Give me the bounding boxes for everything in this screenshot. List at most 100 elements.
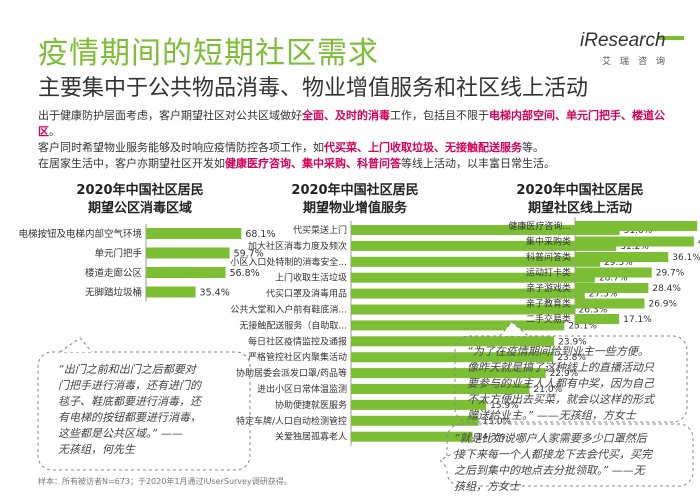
category-label: 代买菜送上门 — [293, 224, 347, 236]
category-label: 集中采购类 — [526, 236, 571, 248]
category-label: 单元门把手 — [94, 248, 142, 260]
quote-line: “为了在疫情期间给到业主一些方便。 — [467, 345, 649, 358]
intro-text-segment: 客户同时希望物业服务能够及时响应疫情防控各项工作，如 — [38, 141, 324, 154]
category-label: 无脚踏垃圾桶 — [85, 287, 142, 299]
category-label: 亲子游戏类 — [526, 282, 571, 294]
intro-highlight: 健康医疗咨询、集中采购、科普问答 — [225, 157, 401, 170]
bar — [146, 247, 230, 259]
bar-chart-0: 电梯按钮及电梯内部空气环境 68.1% 单元门把手 59.7% 楼道走廊公区 56.8% 无… — [18, 224, 276, 302]
bar — [351, 368, 546, 379]
bar — [351, 256, 601, 267]
value-label: 27.5% — [589, 290, 618, 300]
value-label: 28.7% — [599, 274, 628, 284]
intro-text-segment: 等线上活动，以丰富日常生活。 — [401, 157, 555, 170]
bar — [575, 267, 652, 278]
bar — [575, 298, 645, 309]
quote-line: 赠送给业主。” ——无孩组，方女士 — [467, 409, 636, 422]
value-label: 23.8% — [557, 353, 586, 363]
bar — [351, 431, 473, 442]
category-label: 运动打卡类 — [526, 267, 571, 279]
value-label: 22.9% — [550, 369, 579, 379]
bar — [575, 252, 669, 262]
quote-bubble-tail — [499, 321, 529, 337]
chart-title-property-services: 2020年中国社区居民 期望物业增值服务 — [245, 182, 465, 218]
value-label: 15.9% — [490, 401, 519, 411]
category-label: 科普问答类 — [526, 251, 571, 263]
chart-title-line: 期望社区线上活动 — [527, 201, 632, 216]
chart-title-disinfection: 2020年中国社区居民 期望公区消毒区域 — [40, 182, 240, 218]
quote-line: 有电梯的按钮都要进行消毒， — [58, 411, 201, 424]
bar — [351, 320, 565, 331]
value-label: 29.3% — [604, 258, 633, 268]
chart-title-line: 期望公区消毒区域 — [87, 201, 192, 216]
page-subtitle: 主要集中于公共物品消毒、物业增值服务和社区线上活动 — [38, 76, 589, 101]
value-label: 26.3% — [579, 306, 608, 316]
value-label: 14.3% — [477, 433, 506, 443]
intro-text-segment: 工作，包括且不限于 — [390, 109, 489, 122]
iresearch-logo: iResearch 艾瑞咨询 — [580, 30, 690, 70]
category-label: 加大社区消毒力度及频次 — [248, 240, 347, 252]
quote-line: 接下来每一个人都接龙下去会代买，买完 — [454, 448, 652, 461]
quote-bubble — [454, 335, 688, 423]
bar — [351, 225, 620, 235]
chart-title-online-activities: 2020年中国社区居民 期望社区线上活动 — [475, 182, 685, 218]
category-label: 楼道走廊公区 — [85, 267, 143, 279]
value-label: 29.7% — [656, 269, 685, 279]
value-label: 46.0% — [698, 238, 700, 248]
quote-line: 像昨天就是搞了这种线上的直播活动只 — [467, 361, 654, 374]
value-label: 35.4% — [200, 288, 230, 299]
category-label: 每日社区疫情监控及通报 — [248, 335, 347, 347]
quote-line: “就是比如说哪户人家需要多少口罩然后 — [454, 432, 647, 445]
intro-highlight: 电梯内部空间、单元门把手、楼道公区 — [38, 109, 665, 138]
category-label: 小区入口处特制的消毒安全... — [230, 256, 347, 268]
value-label: 31.2% — [620, 242, 649, 252]
quote-left: “出门之前和出门之后都要对 门把手进行消毒，还有进门的 毯子、鞋底都要进行消毒，还有… — [58, 362, 236, 458]
bar — [146, 228, 242, 239]
value-label: 36.1% — [672, 253, 700, 263]
intro-highlight: 代买菜、上门收取垃圾、无接触配送服务 — [324, 141, 522, 154]
logo-bar — [658, 36, 684, 40]
intro-text-segment: 。 — [49, 125, 60, 138]
category-label: 严格管控社区内聚集活动 — [248, 351, 347, 363]
bar — [575, 314, 620, 324]
value-label: 17.1% — [623, 315, 652, 325]
intro-line-2: 客户同时希望物业服务能够及时响应疫情防控各项工作，如代买菜、上门收取垃圾、无接触… — [38, 140, 678, 156]
bar-chart-2: 健康医疗咨询...47.3%集中采购类46.0%科普问答类36.1%运动打卡类2… — [508, 217, 700, 328]
category-label: 亲子教育类 — [526, 298, 571, 310]
category-label: 上门收取生活垃圾 — [275, 272, 347, 284]
bar — [146, 267, 226, 278]
quote-bubble — [446, 423, 694, 487]
category-label: 公共大堂和入户前有鞋底消... — [230, 304, 347, 316]
chart-title-line: 期望物业增值服务 — [302, 201, 407, 216]
category-label: 进出小区日常体温监测 — [257, 383, 347, 395]
bar — [351, 272, 595, 283]
intro-line-3: 在居家生活中，客户亦期望社区开发如健康医疗咨询、集中采购、科普问答等线上活动，以… — [38, 156, 678, 172]
quote-line: 要参与的业主人人都有中奖，因为自己 — [467, 377, 654, 390]
quote-right-top: “为了在疫情期间给到业主一些方便。 像昨天就是搞了这种线上的直播活动只 要参与的业主… — [467, 344, 682, 424]
category-label: 协助便捷就医服务 — [275, 399, 347, 411]
quote-bubble — [37, 351, 251, 471]
logo-main-text: iResearch — [580, 30, 666, 51]
bar — [351, 288, 585, 299]
category-label: 电梯按钮及电梯内部空气环境 — [18, 228, 142, 240]
category-label: 关爱独居孤寡老人 — [275, 431, 347, 443]
value-label: 28.4% — [652, 284, 681, 294]
bar — [575, 283, 649, 293]
logo-sub-text: 艾瑞咨询 — [602, 57, 675, 67]
bar-chart-1: 代买菜送上门31.6%加大社区消毒力度及频次31.2%小区入口处特制的消毒安全.… — [230, 221, 653, 446]
bar — [351, 336, 555, 347]
value-label: 68.1% — [245, 229, 275, 240]
intro-text-segment: 在居家生活中，客户亦期望社区开发如 — [38, 157, 225, 170]
value-label: 21.0% — [534, 385, 563, 395]
category-label: 协助居委会派发口罩/药品等 — [236, 367, 347, 379]
bar — [351, 384, 530, 394]
quote-line: 这些都是公共区域。” —— — [58, 427, 183, 440]
chart-title-line: 2020年中国社区居民 — [76, 183, 204, 198]
category-label: 特定车牌/人口自动检测管控 — [236, 415, 347, 427]
value-label: 59.7% — [234, 249, 264, 260]
chart-title-line: 2020年中国社区居民 — [516, 183, 644, 198]
quote-line: 之后到集中的地点去分批领取。” ——无 — [454, 464, 645, 477]
bar — [351, 304, 575, 315]
page-title: 疫情期间的短期社区需求 — [38, 36, 379, 71]
